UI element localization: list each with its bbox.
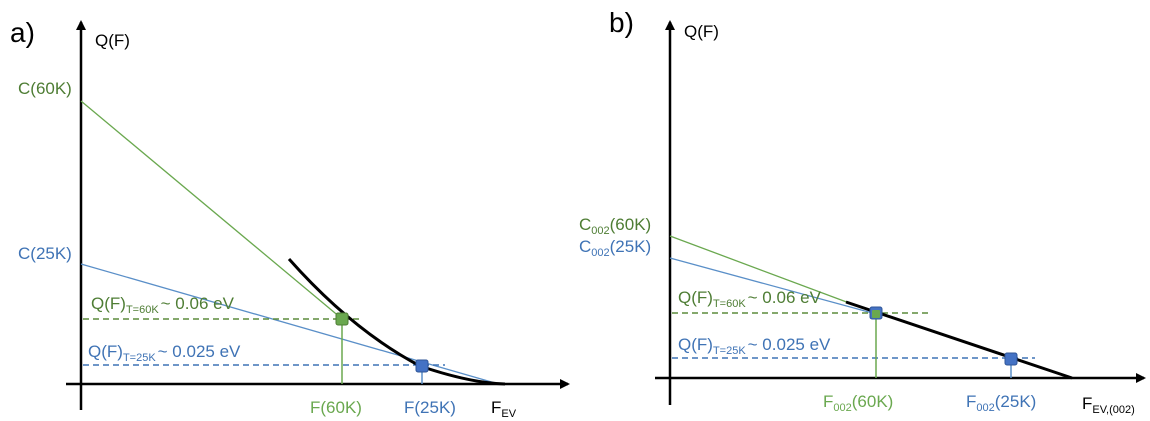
panel-b-x-axis-label: FEV,(002) [1082, 394, 1135, 416]
panel-b-marker-60k [872, 310, 880, 318]
panel-a-y-axis-label: Q(F) [95, 31, 130, 50]
panel-a-f60-label: F(60K) [310, 398, 362, 417]
panel-b-q-line [845, 300, 1073, 380]
panel-b-q60-label: Q(F)T=60K ~ 0.06 eV [678, 288, 822, 310]
panel-b: b) Q(F) FEV,(002) C002(60K) C002(25K) Q(… [579, 7, 1146, 416]
panel-a-q60-label: Q(F)T=60K ~ 0.06 eV [91, 294, 235, 316]
panel-b-f60-label: F002(60K) [823, 392, 893, 414]
panel-b-tangent-25k [669, 257, 877, 315]
panel-b-intercept-25k-label: C002(25K) [579, 237, 651, 259]
panel-a-marker-25k [415, 359, 429, 373]
panel-a-q25-label: Q(F)T=25K ~ 0.025 eV [88, 342, 241, 364]
panel-a-x-axis-label: FEV [491, 398, 517, 420]
panel-a-marker-60k [335, 312, 349, 326]
panel-b-marker-25k [1004, 352, 1018, 366]
panel-a-intercept-25k-label: C(25K) [18, 244, 72, 263]
panel-a-f25-label: F(25K) [404, 398, 456, 417]
panel-a-q-curve [287, 258, 506, 386]
panel-b-tangent-60k [669, 235, 877, 314]
panel-a-intercept-60k-label: C(60K) [18, 79, 72, 98]
panel-a: a) Q(F) FEV C(60K) C(25K) Q(F)T=60K ~ 0.0… [10, 17, 570, 420]
panel-b-y-axis-label: Q(F) [684, 22, 719, 41]
panel-b-intercept-60k-label: C002(60K) [579, 215, 651, 237]
panel-b-f25-label: F002(25K) [966, 392, 1036, 414]
panel-b-q25-label: Q(F)T=25K ~ 0.025 eV [678, 335, 831, 357]
panel-b-label: b) [609, 7, 634, 38]
panel-a-label: a) [10, 17, 35, 48]
panel-a-tangent-60k [80, 100, 342, 319]
